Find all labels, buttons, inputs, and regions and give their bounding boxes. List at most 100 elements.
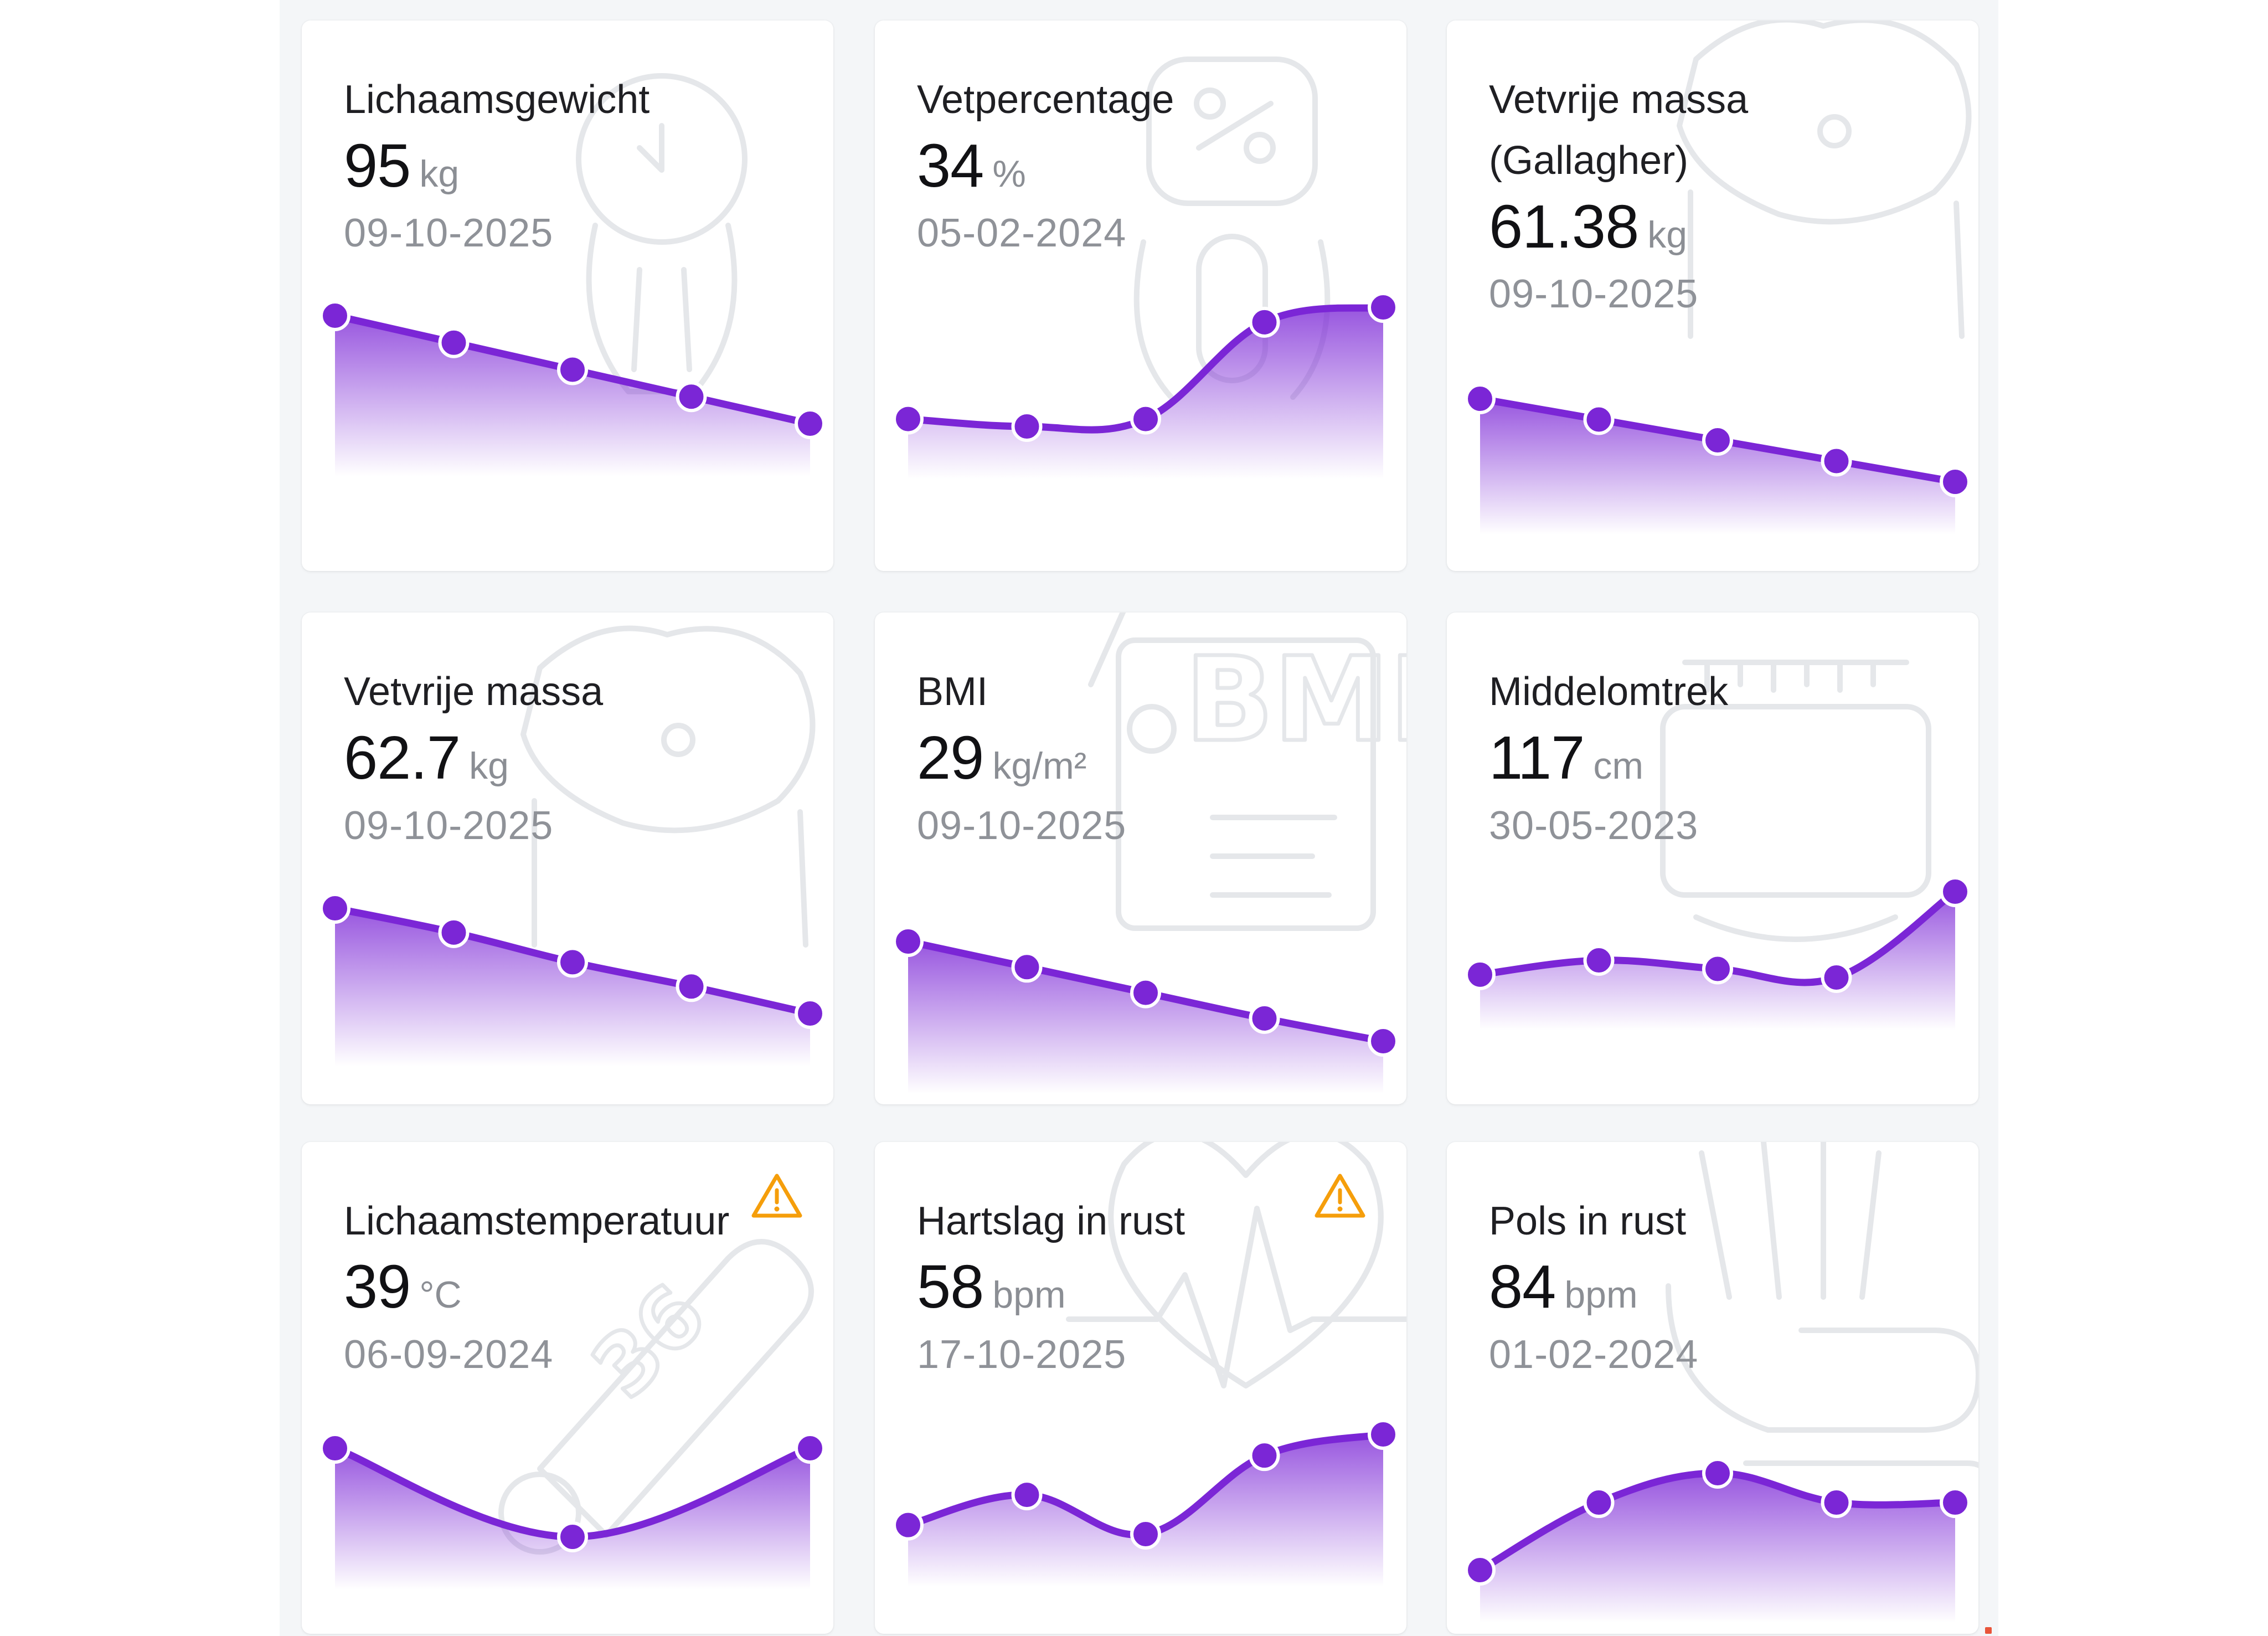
metric-card[interactable]: 36 Lichaamstemperatuur 39 °C 06-09-2024 <box>302 1142 833 1634</box>
sparkline-point[interactable] <box>438 917 470 948</box>
sparkline-point[interactable] <box>1465 1555 1496 1586</box>
corner-marker <box>1985 1627 1992 1634</box>
sparkline-point[interactable] <box>1465 383 1496 414</box>
metric-value: 39 <box>344 1253 411 1321</box>
sparkline-chart[interactable] <box>875 20 1406 571</box>
metric-title: Vetvrije massa (Gallagher) <box>1489 78 1749 183</box>
metric-value-row: 34% <box>917 131 1026 201</box>
sparkline-point[interactable] <box>795 408 826 439</box>
sparkline-area <box>908 942 1383 1094</box>
sparkline-point[interactable] <box>1130 977 1161 1009</box>
metric-title: Hartslag in rust <box>917 1199 1185 1243</box>
sparkline-point[interactable] <box>1368 1026 1399 1057</box>
sparkline-point[interactable] <box>676 971 707 1002</box>
sparkline-point[interactable] <box>1130 403 1161 435</box>
sparkline-area <box>908 1434 1383 1587</box>
sparkline-area <box>1480 892 1955 1030</box>
sparkline-point[interactable] <box>1249 306 1280 338</box>
sparkline-point[interactable] <box>1583 404 1615 435</box>
metric-card[interactable]: Pols in rust 84 bpm 01-02-2024 <box>1447 1142 1978 1634</box>
metric-value: 58 <box>917 1253 984 1321</box>
metric-value: 61.38 <box>1489 193 1639 261</box>
sparkline-area <box>1480 1473 1955 1623</box>
sparkline-point[interactable] <box>319 300 350 331</box>
metric-value-row: 95 kg <box>344 131 459 201</box>
metric-card[interactable]: Hartslag in rust 58 bpm 17-10-2025 <box>875 1142 1406 1634</box>
sparkline-point[interactable] <box>1821 445 1852 477</box>
sparkline-point[interactable] <box>1702 953 1733 985</box>
sparkline-point[interactable] <box>1702 425 1733 456</box>
sparkline-area <box>335 908 810 1066</box>
sparkline-point[interactable] <box>1130 1519 1161 1550</box>
sparkline-point[interactable] <box>438 327 470 358</box>
metric-unit: bpm <box>1564 1274 1638 1316</box>
warning-icon[interactable] <box>1313 1171 1367 1220</box>
metric-unit: bpm <box>992 1274 1066 1316</box>
metric-card[interactable]: Lichaamsgewicht 95 kg 09-10-2025 <box>302 20 833 571</box>
metric-value-row: 61.38 kg <box>1489 192 1687 262</box>
sparkline-point[interactable] <box>557 946 588 978</box>
sparkline-point[interactable] <box>893 403 924 435</box>
metric-title: BMI <box>917 670 988 714</box>
sparkline-chart[interactable] <box>1447 1142 1978 1634</box>
sparkline-chart[interactable] <box>875 613 1406 1104</box>
sparkline-point[interactable] <box>1583 1487 1615 1519</box>
metric-value-row: 84 bpm <box>1489 1252 1638 1322</box>
metric-title: Vetpercentage <box>917 78 1174 122</box>
sparkline-point[interactable] <box>795 1433 826 1464</box>
sparkline-point[interactable] <box>557 354 588 385</box>
sparkline-point[interactable] <box>1940 1487 1971 1519</box>
metric-title: Lichaamstemperatuur <box>344 1199 730 1243</box>
metric-value-row: 39 °C <box>344 1252 462 1322</box>
sparkline-point[interactable] <box>893 1509 924 1541</box>
metric-date: 30-05-2023 <box>1489 804 1699 848</box>
sparkline-point[interactable] <box>893 926 924 957</box>
sparkline-point[interactable] <box>319 893 350 924</box>
metric-unit: kg <box>1647 214 1688 256</box>
metric-title: Pols in rust <box>1489 1199 1687 1243</box>
sparkline-point[interactable] <box>1702 1458 1733 1489</box>
metric-value-row: 58 bpm <box>917 1252 1066 1322</box>
sparkline-point[interactable] <box>1011 411 1043 442</box>
sparkline-area <box>335 316 810 476</box>
sparkline-point[interactable] <box>1011 951 1043 983</box>
sparkline-point[interactable] <box>795 998 826 1029</box>
metric-date: 17-10-2025 <box>917 1333 1127 1377</box>
metric-date: 09-10-2025 <box>344 211 554 255</box>
sparkline-point[interactable] <box>1940 876 1971 907</box>
metric-value: 29 <box>917 724 984 792</box>
sparkline-point[interactable] <box>1821 1487 1852 1519</box>
metric-date: 09-10-2025 <box>344 804 554 848</box>
metric-value-row: 29 kg/m² <box>917 723 1086 793</box>
sparkline-chart[interactable] <box>875 1142 1406 1634</box>
sparkline-chart[interactable] <box>302 613 833 1104</box>
sparkline-point[interactable] <box>1368 1419 1399 1450</box>
sparkline-chart[interactable] <box>1447 613 1978 1104</box>
metric-date: 09-10-2025 <box>1489 272 1699 316</box>
sparkline-chart[interactable] <box>302 20 833 571</box>
sparkline-chart[interactable] <box>302 1142 833 1634</box>
metric-unit: kg/m² <box>992 745 1087 787</box>
sparkline-point[interactable] <box>557 1521 588 1552</box>
metric-value: 34 <box>917 132 984 200</box>
sparkline-point[interactable] <box>1249 1440 1280 1472</box>
metric-unit: kg <box>469 745 509 787</box>
metric-card[interactable]: Vetpercentage 34% 05-02-2024 <box>875 20 1406 571</box>
sparkline-point[interactable] <box>1368 292 1399 323</box>
warning-icon[interactable] <box>750 1171 803 1220</box>
metric-card[interactable]: Middelomtrek 117 cm 30-05-2023 <box>1447 613 1978 1104</box>
metric-card[interactable]: Vetvrije massa (Gallagher) 61.38 kg 09-10-2… <box>1447 20 1978 571</box>
metric-card[interactable]: Vetvrije massa 62.7 kg 09-10-2025 <box>302 613 833 1104</box>
sparkline-point[interactable] <box>1011 1479 1043 1511</box>
sparkline-point[interactable] <box>319 1433 350 1464</box>
sparkline-point[interactable] <box>1583 945 1615 976</box>
sparkline-point[interactable] <box>1821 962 1852 993</box>
sparkline-chart[interactable] <box>1447 20 1978 571</box>
sparkline-point[interactable] <box>1249 1002 1280 1034</box>
sparkline-point[interactable] <box>1940 466 1971 497</box>
metric-date: 09-10-2025 <box>917 804 1127 848</box>
sparkline-point[interactable] <box>676 381 707 413</box>
sparkline-point[interactable] <box>1465 959 1496 990</box>
metric-unit: °C <box>419 1274 462 1316</box>
